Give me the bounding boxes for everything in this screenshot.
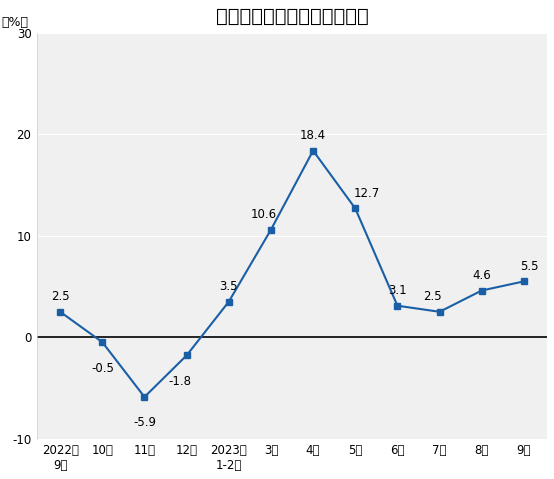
Text: -1.8: -1.8 xyxy=(168,375,191,388)
Text: 10.6: 10.6 xyxy=(251,208,277,221)
Text: -5.9: -5.9 xyxy=(133,416,156,429)
Text: （%）: （%） xyxy=(1,16,28,29)
Text: 18.4: 18.4 xyxy=(300,129,326,142)
Text: 12.7: 12.7 xyxy=(353,187,379,200)
Text: 2.5: 2.5 xyxy=(51,290,69,304)
Text: 3.5: 3.5 xyxy=(219,280,238,293)
Text: 5.5: 5.5 xyxy=(520,260,538,273)
Title: 社会消费品零售总额同比增速: 社会消费品零售总额同比增速 xyxy=(216,7,368,26)
Text: -0.5: -0.5 xyxy=(91,362,114,375)
Text: 2.5: 2.5 xyxy=(423,290,442,304)
Text: 4.6: 4.6 xyxy=(473,269,491,282)
Text: 3.1: 3.1 xyxy=(388,285,407,297)
